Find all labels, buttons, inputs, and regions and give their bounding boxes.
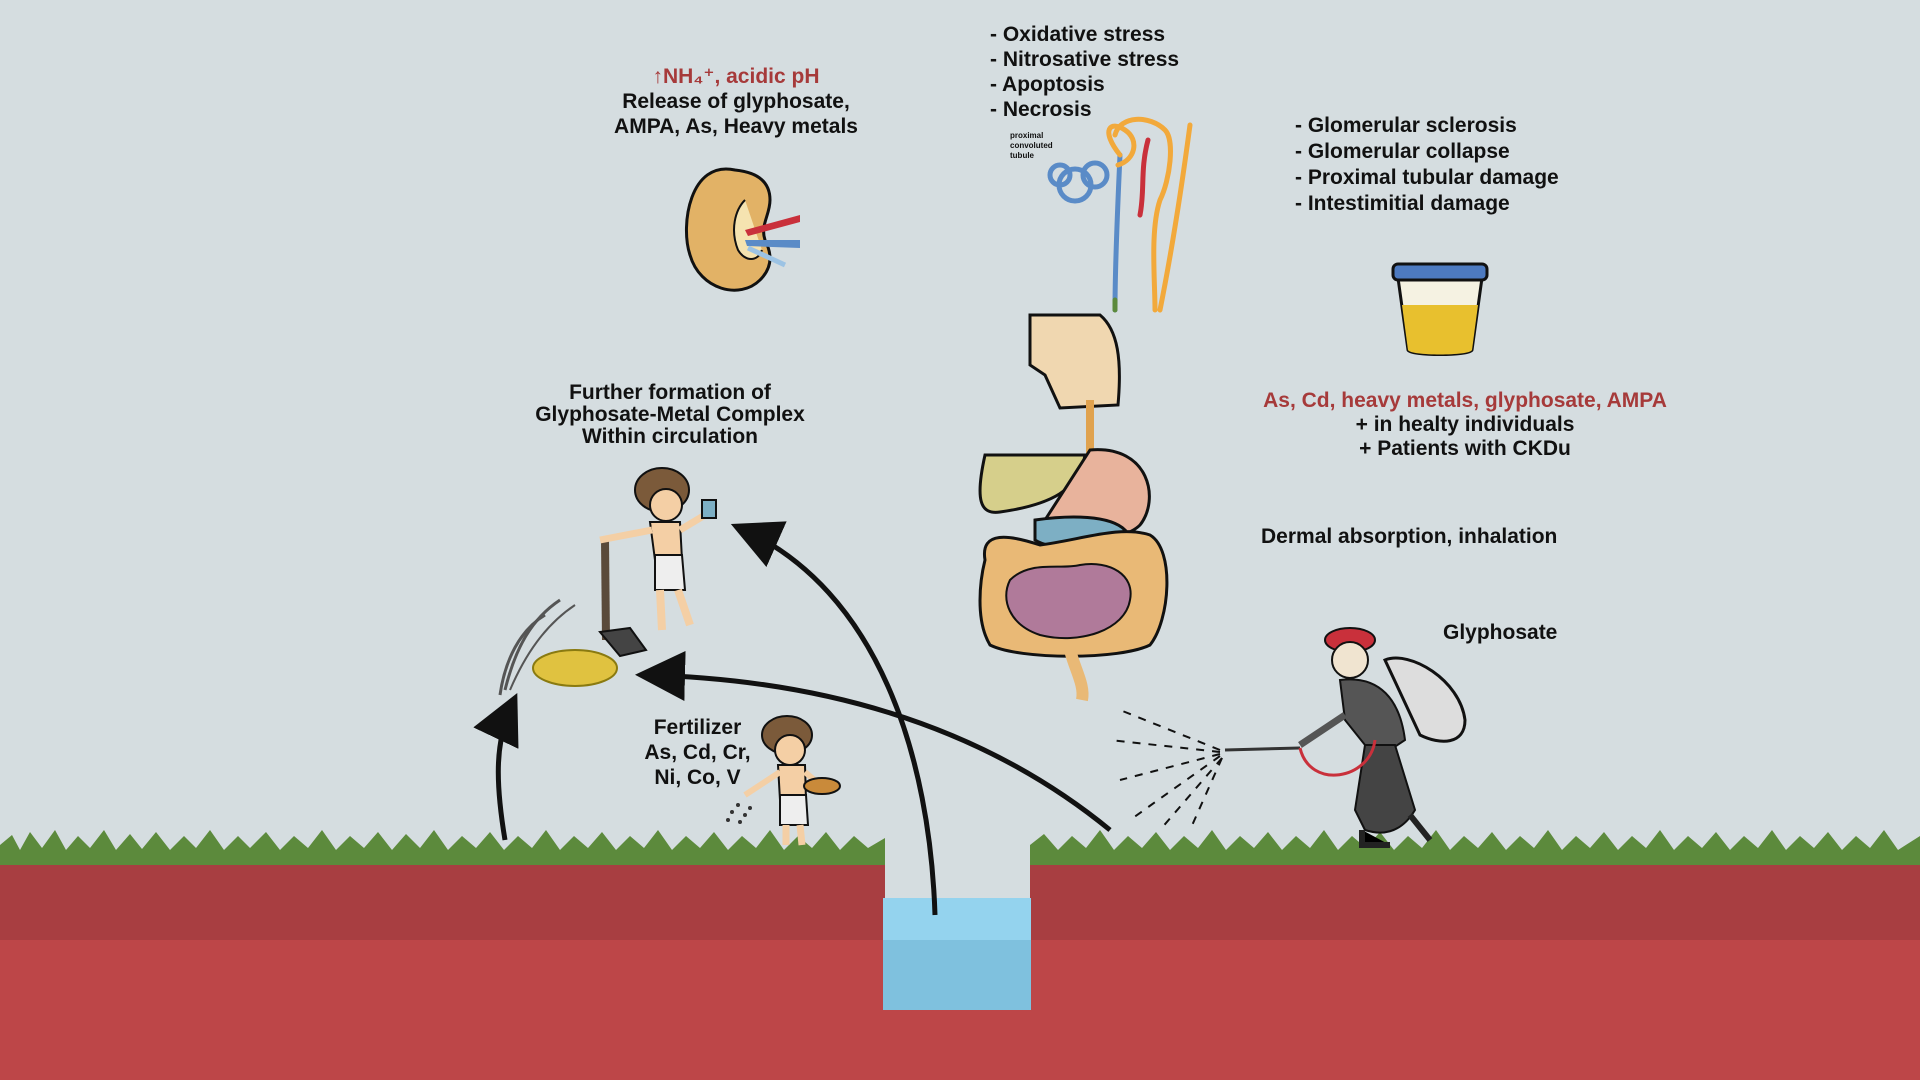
ammonium-symbol: ↑NH₄⁺ bbox=[652, 65, 715, 88]
kidney-block-highlight: ↑NH₄⁺, acidic pH bbox=[560, 64, 912, 89]
exposure-route-label: Dermal absorption, inhalation bbox=[1261, 525, 1558, 548]
spray-mist bbox=[1109, 709, 1223, 831]
nephron-label-line: proximal bbox=[1010, 131, 1044, 140]
soil-layer bbox=[0, 865, 1920, 1080]
circulation-line: Further formation of bbox=[569, 381, 771, 404]
circulation-line: Within circulation bbox=[582, 425, 758, 448]
child-fertilizer-figure bbox=[726, 715, 841, 846]
sprayer-person-figure bbox=[1224, 627, 1467, 848]
grass-right bbox=[1030, 830, 1920, 865]
kidney-block: ↑NH₄⁺, acidic pH Release of glyphosate, … bbox=[560, 64, 912, 139]
crop-pile-icon bbox=[498, 598, 618, 696]
cell-effect-item: - Oxidative stress bbox=[990, 23, 1166, 46]
urine-headline: As, Cd, heavy metals, glyphosate, AMPA bbox=[1263, 389, 1667, 412]
urine-line: + Patients with CKDu bbox=[1359, 437, 1571, 460]
arrow-water-to-drinker bbox=[730, 521, 938, 916]
grass-left bbox=[0, 830, 885, 865]
arrow-field-to-crop bbox=[635, 650, 1112, 832]
digestive-system-icon bbox=[978, 313, 1169, 702]
cell-effect-item: - Nitrosative stress bbox=[990, 48, 1180, 71]
circulation-block: Further formation of Glyphosate-Metal Co… bbox=[500, 382, 840, 448]
nephron-icon bbox=[1047, 116, 1193, 313]
kidney-damage-item: - Glomerular sclerosis bbox=[1295, 114, 1517, 137]
cell-effects-list: - Oxidative stress - Nitrosative stress … bbox=[990, 22, 1230, 122]
nephron-label-line: tubule bbox=[1010, 151, 1034, 160]
nephron-label-line: convoluted bbox=[1010, 141, 1053, 150]
kidney-damage-list: - Glomerular sclerosis - Glomerular coll… bbox=[1295, 113, 1635, 217]
kidney-block-line: Release of glyphosate, bbox=[622, 90, 850, 113]
cell-effect-item: - Necrosis bbox=[990, 98, 1092, 121]
child-drinking-figure bbox=[598, 467, 717, 658]
fertilizer-line: Ni, Co, V bbox=[654, 766, 741, 789]
water-channel bbox=[883, 898, 1031, 1010]
nephron-label: proximal convoluted tubule bbox=[1010, 131, 1070, 161]
circulation-line: Glyphosate-Metal Complex bbox=[535, 403, 805, 426]
arrow-soil-to-plant bbox=[473, 692, 519, 841]
kidney-damage-item: - Proximal tubular damage bbox=[1295, 166, 1559, 189]
sprayer-label: Glyphosate bbox=[1443, 621, 1558, 644]
acidic-ph-text: , acidic pH bbox=[714, 65, 820, 88]
fertilizer-line: As, Cd, Cr, bbox=[644, 741, 751, 764]
kidney-block-line: AMPA, As, Heavy metals bbox=[614, 115, 858, 138]
fertilizer-block: Fertilizer As, Cd, Cr, Ni, Co, V bbox=[630, 715, 765, 790]
fertilizer-line: Fertilizer bbox=[653, 716, 742, 739]
urine-line: + in healty individuals bbox=[1355, 413, 1575, 436]
urine-cup-icon bbox=[1391, 262, 1489, 356]
kidney-damage-item: - Glomerular collapse bbox=[1295, 140, 1510, 163]
urine-block: As, Cd, heavy metals, glyphosate, AMPA +… bbox=[1220, 389, 1710, 461]
kidney-damage-item: - Intestimitial damage bbox=[1295, 192, 1510, 215]
cell-effect-item: - Apoptosis bbox=[990, 73, 1105, 96]
kidney-icon bbox=[684, 167, 800, 292]
